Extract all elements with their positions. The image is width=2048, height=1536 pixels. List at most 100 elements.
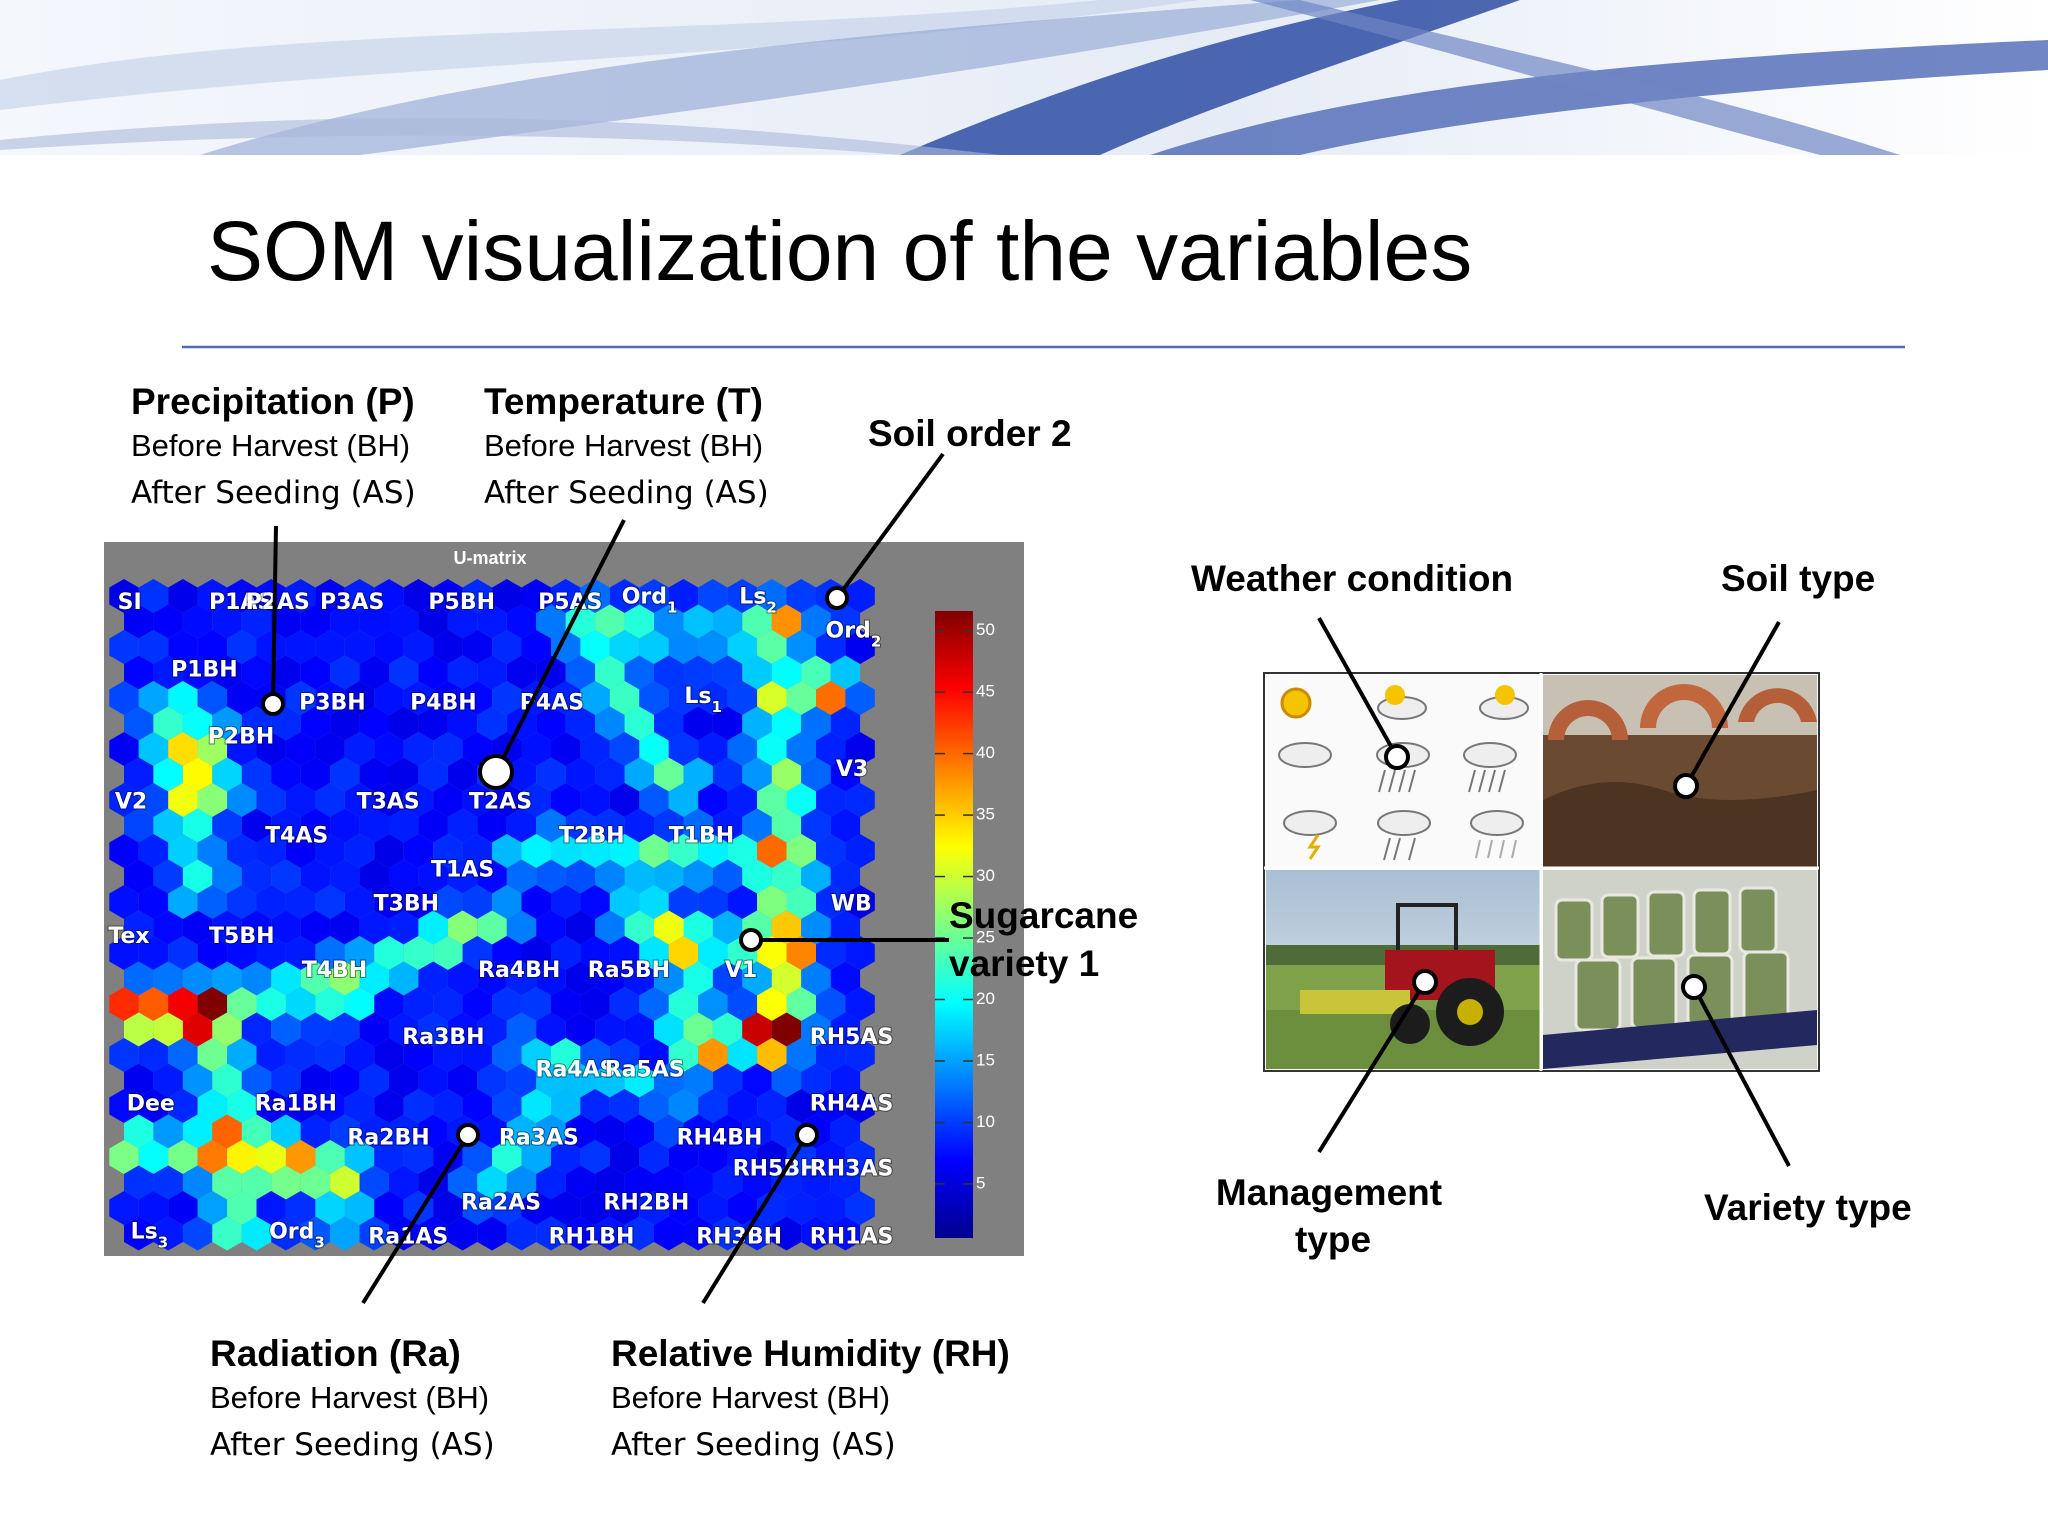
- hex-cell: [477, 1063, 507, 1098]
- hex-cell: [771, 859, 802, 894]
- hex-cell: [285, 987, 316, 1021]
- hex-cell: [565, 1063, 596, 1098]
- hex-cell: [551, 783, 581, 817]
- hex-cell: [771, 1165, 802, 1200]
- hex-cell: [256, 936, 286, 970]
- hex-cell: [462, 936, 493, 970]
- hex-cell: [786, 1191, 816, 1225]
- hex-cell: [462, 579, 493, 613]
- hex-cell: [271, 604, 301, 639]
- hex-cell: [536, 808, 566, 843]
- hex-cell: [109, 936, 139, 970]
- map-label: V3: [836, 757, 868, 782]
- hex-cell: [816, 1038, 846, 1072]
- hex-cell: [536, 1114, 566, 1149]
- hex-cell: [654, 1063, 684, 1098]
- hex-cell: [389, 859, 419, 894]
- hex-cell: [344, 630, 375, 664]
- hex-cell: [668, 936, 699, 970]
- hex-cell: [344, 885, 375, 919]
- map-label: P3AS: [320, 590, 384, 615]
- map-label-text: P2BH: [208, 724, 275, 749]
- hex-cell: [109, 987, 139, 1021]
- hex-cell: [712, 1114, 743, 1149]
- hex-cell: [330, 910, 360, 945]
- hex-cell: [315, 987, 345, 1021]
- hex-cell: [285, 579, 316, 613]
- map-label: V2: [115, 790, 147, 815]
- hex-cell: [344, 681, 375, 715]
- hex-cell: [683, 1012, 713, 1047]
- hex-cell: [227, 732, 257, 766]
- hex-cell: [830, 655, 861, 690]
- hex-cell: [182, 910, 213, 945]
- hex-cell: [742, 1012, 772, 1047]
- map-label-text: P4BH: [410, 690, 477, 715]
- hex-cell: [698, 732, 728, 766]
- hex-cell: [315, 936, 345, 970]
- hex-cell: [727, 834, 758, 868]
- hex-cell: [153, 1012, 183, 1047]
- hex-cell: [624, 961, 654, 996]
- hex-cell: [109, 630, 139, 664]
- hex-cell: [241, 1063, 272, 1098]
- map-label-text: T1AS: [431, 858, 494, 883]
- hex-cell: [197, 936, 228, 970]
- hex-cell: [786, 834, 816, 868]
- hex-cell: [462, 987, 493, 1021]
- map-label-text: T3AS: [357, 790, 420, 815]
- hex-cell: [668, 1038, 699, 1072]
- hex-cell: [698, 579, 728, 613]
- hex-cell: [418, 655, 448, 690]
- hex-cell: [462, 834, 493, 868]
- hex-cell: [418, 1165, 448, 1200]
- hex-cell: [168, 579, 198, 613]
- hex-cell: [109, 1038, 139, 1072]
- hex-cell: [168, 732, 198, 766]
- hex-cell: [506, 1216, 537, 1251]
- map-label-text: RH4BH: [677, 1125, 763, 1150]
- hex-cell: [565, 910, 596, 945]
- map-label: T3BH: [374, 892, 440, 917]
- colorbar-label: 10: [976, 1112, 995, 1131]
- map-label-text: Ord: [269, 1219, 314, 1244]
- hex-cell: [300, 859, 331, 894]
- hex-cell: [609, 936, 640, 970]
- hex-cell: [168, 885, 198, 919]
- hex-cell: [668, 630, 699, 664]
- map-label: T3AS: [357, 790, 420, 815]
- hex-cell: [197, 783, 228, 817]
- hex-cell: [109, 1089, 139, 1123]
- hex-cell: [227, 579, 257, 613]
- hex-cell: [344, 1089, 375, 1123]
- hex-cell: [757, 834, 787, 868]
- hex-cell: [771, 910, 802, 945]
- hex-cell: [241, 706, 272, 741]
- hex-cell: [668, 732, 699, 766]
- hex-cell: [816, 1191, 846, 1225]
- hex-cell: [330, 808, 360, 843]
- map-label-text: P3AS: [320, 590, 384, 615]
- hex-cell: [271, 1063, 301, 1098]
- hex-cell: [727, 1038, 758, 1072]
- hex-cell: [683, 1216, 713, 1251]
- hex-cell: [403, 936, 434, 970]
- hex-cell: [300, 604, 331, 639]
- hex-cell: [506, 757, 537, 792]
- hex-cell: [742, 808, 772, 843]
- hex-cell: [727, 1191, 758, 1225]
- hex-cell: [403, 987, 434, 1021]
- hex-cell: [227, 885, 257, 919]
- hex-cell: [138, 630, 169, 664]
- hex-cell: [609, 1038, 640, 1072]
- hex-cell: [609, 834, 640, 868]
- hex-cell: [565, 808, 596, 843]
- hex-cell: [845, 783, 875, 817]
- hex-cell: [138, 783, 169, 817]
- hex-cell: [595, 1216, 625, 1251]
- hex-cell: [727, 783, 758, 817]
- hex-cell: [624, 1114, 654, 1149]
- map-label: P5AS: [538, 590, 602, 615]
- hex-cell: [197, 630, 228, 664]
- map-label-text: Ls: [684, 684, 711, 709]
